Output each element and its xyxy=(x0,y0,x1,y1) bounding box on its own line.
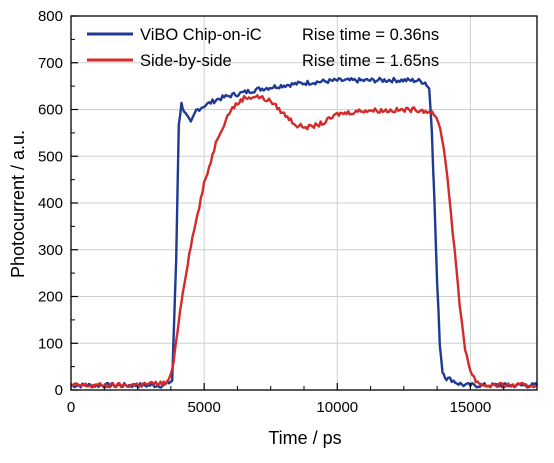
y-tick-label: 200 xyxy=(38,289,63,306)
series-line-vibo-chip-on-ic xyxy=(70,76,538,389)
legend: ViBO Chip-on-iC Rise time = 0.36ns Side-… xyxy=(87,26,439,70)
y-tick-label: 0 xyxy=(55,382,63,399)
y-tick-label: 700 xyxy=(38,55,63,72)
y-tick-label: 100 xyxy=(38,335,63,352)
series-line-side-by-side xyxy=(70,94,538,389)
x-tick-label: 10000 xyxy=(316,399,358,416)
y-tick-label: 500 xyxy=(38,148,63,165)
legend-annotation-side-by-side: Rise time = 1.65ns xyxy=(302,52,439,70)
y-tick-label: 600 xyxy=(38,102,63,119)
x-tick-labels: 0 5000 10000 15000 xyxy=(67,399,491,416)
series-layer xyxy=(70,76,538,389)
watermark: 知乎 @失效分析设备 xyxy=(410,427,540,444)
y-axis-title: Photocurrent / a.u. xyxy=(8,130,28,278)
x-axis-title: Time / ps xyxy=(268,428,341,448)
x-tick-label: 0 xyxy=(67,399,75,416)
y-tick-label: 800 xyxy=(38,8,63,25)
x-tick-label: 15000 xyxy=(450,399,492,416)
axis-ticks xyxy=(70,15,505,391)
legend-label-vibo: ViBO Chip-on-iC xyxy=(140,26,262,44)
legend-annotation-vibo: Rise time = 0.36ns xyxy=(302,26,439,44)
grid-lines xyxy=(71,16,537,390)
y-tick-label: 400 xyxy=(38,195,63,212)
y-tick-label: 300 xyxy=(38,242,63,259)
legend-label-side-by-side: Side-by-side xyxy=(140,52,232,70)
x-tick-label: 5000 xyxy=(187,399,220,416)
y-tick-labels: 0 100 200 300 400 500 600 700 800 xyxy=(38,8,63,399)
